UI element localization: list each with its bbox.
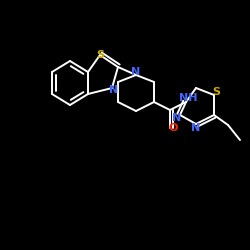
Text: NH: NH [179,93,197,103]
Text: O: O [168,123,178,133]
Text: N: N [132,67,140,77]
Text: N: N [192,123,200,133]
Text: N: N [172,113,182,123]
Text: S: S [96,50,104,60]
Text: S: S [212,87,220,97]
Text: N: N [110,85,119,95]
